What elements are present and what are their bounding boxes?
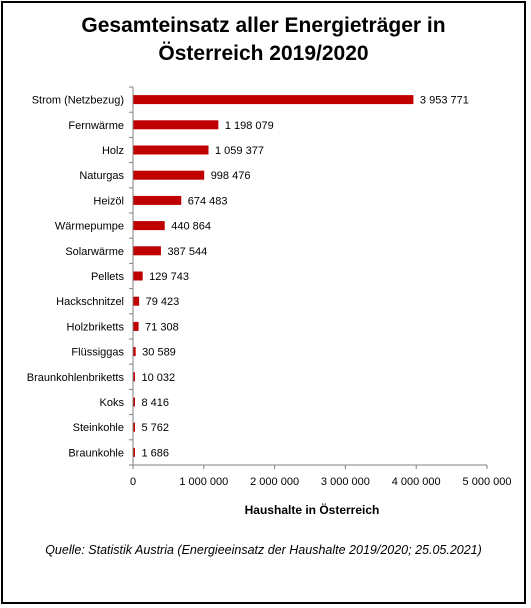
bar	[133, 397, 135, 407]
y-tick-label: Steinkohle	[73, 422, 124, 434]
bar	[133, 246, 161, 256]
data-label: 71 308	[145, 321, 179, 333]
y-tick-label: Braunkohlenbriketts	[27, 372, 125, 384]
data-label: 10 032	[142, 372, 176, 384]
y-tick-label: Koks	[100, 397, 125, 409]
bar	[133, 95, 414, 105]
bar	[133, 422, 135, 432]
y-tick-label: Strom (Netzbezug)	[32, 95, 124, 107]
data-label: 8 416	[142, 397, 170, 409]
data-label: 998 476	[211, 170, 251, 182]
y-tick-label: Solarwärme	[65, 246, 124, 258]
bar	[133, 347, 136, 357]
data-label: 30 589	[142, 347, 176, 359]
x-tick-label: 5 000 000	[463, 476, 512, 488]
y-tick-label: Hackschnitzel	[56, 296, 124, 308]
chart-title-line-2: Österreich 2019/2020	[158, 42, 369, 65]
bar	[133, 221, 165, 231]
bar	[133, 296, 140, 306]
data-label: 129 743	[149, 271, 189, 283]
bar	[133, 271, 143, 281]
x-tick-label: 2 000 000	[250, 476, 299, 488]
data-label: 3 953 771	[420, 95, 469, 107]
data-label: 79 423	[146, 296, 180, 308]
y-tick-label: Wärmepumpe	[55, 221, 124, 233]
bar	[133, 321, 139, 331]
y-tick-label: Holz	[102, 145, 124, 157]
data-label: 440 864	[171, 221, 211, 233]
y-tick-label: Heizöl	[93, 195, 124, 207]
bar	[133, 170, 205, 180]
bar	[133, 195, 182, 205]
bar	[133, 120, 219, 130]
data-label: 5 762	[142, 422, 170, 434]
x-tick-label: 3 000 000	[321, 476, 370, 488]
data-label: 1 198 079	[225, 120, 274, 132]
bar	[133, 372, 135, 382]
x-tick-label: 1 000 000	[179, 476, 228, 488]
y-tick-label: Flüssiggas	[71, 347, 124, 359]
y-tick-label: Holzbriketts	[67, 321, 125, 333]
source-note: Quelle: Statistik Austria (Energieeinsat…	[45, 543, 482, 557]
y-tick-label: Braunkohle	[68, 447, 124, 459]
y-tick-label: Naturgas	[79, 170, 124, 182]
data-label: 1 686	[142, 447, 170, 459]
y-tick-label: Pellets	[91, 271, 125, 283]
chart-title: Gesamteinsatz aller Energieträger in Öst…	[0, 12, 527, 68]
data-label: 674 483	[188, 195, 228, 207]
x-tick-label: 4 000 000	[392, 476, 441, 488]
data-label: 1 059 377	[215, 145, 264, 157]
data-label: 387 544	[167, 246, 207, 258]
y-tick-label: Fernwärme	[68, 120, 124, 132]
chart-title-line-1: Gesamteinsatz aller Energieträger in	[81, 14, 446, 37]
x-tick-label: 0	[130, 476, 136, 488]
bar	[133, 145, 209, 155]
x-axis-title: Haushalte in Österreich	[245, 502, 380, 517]
bar	[133, 447, 135, 457]
